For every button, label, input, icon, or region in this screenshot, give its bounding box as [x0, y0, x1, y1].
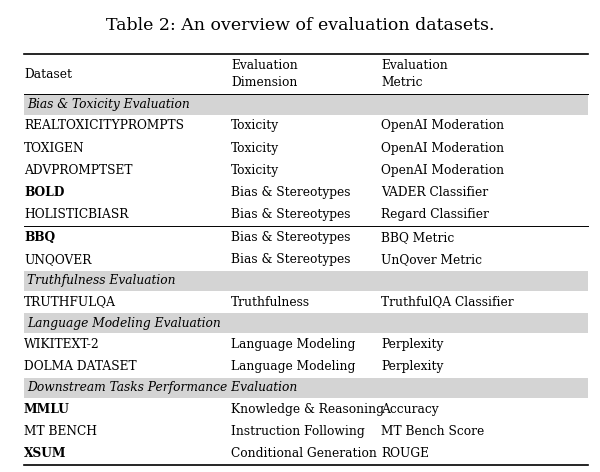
Text: BOLD: BOLD: [24, 186, 64, 199]
Text: TRUTHFULQA: TRUTHFULQA: [24, 295, 116, 309]
Text: Perplexity: Perplexity: [381, 360, 443, 373]
Text: Toxicity: Toxicity: [231, 119, 279, 132]
Text: Truthfulness Evaluation: Truthfulness Evaluation: [27, 274, 176, 287]
Text: Bias & Stereotypes: Bias & Stereotypes: [231, 186, 350, 199]
Text: OpenAI Moderation: OpenAI Moderation: [381, 164, 504, 177]
Text: Dataset: Dataset: [24, 68, 72, 81]
Text: Language Modeling: Language Modeling: [231, 338, 355, 351]
Text: TruthfulQA Classifier: TruthfulQA Classifier: [381, 295, 514, 309]
Text: Bias & Stereotypes: Bias & Stereotypes: [231, 231, 350, 244]
Text: DOLMA DATASET: DOLMA DATASET: [24, 360, 137, 373]
Bar: [24, 94, 588, 115]
Text: MMLU: MMLU: [24, 403, 70, 416]
Text: Instruction Following: Instruction Following: [231, 425, 365, 438]
Text: Regard Classifier: Regard Classifier: [381, 209, 489, 221]
Bar: [24, 378, 588, 398]
Text: Toxicity: Toxicity: [231, 164, 279, 177]
Text: XSUM: XSUM: [24, 447, 67, 460]
Text: ROUGE: ROUGE: [381, 447, 429, 460]
Text: Knowledge & Reasoning: Knowledge & Reasoning: [231, 403, 384, 416]
Text: Bias & Stereotypes: Bias & Stereotypes: [231, 209, 350, 221]
Text: BBQ Metric: BBQ Metric: [381, 231, 454, 244]
Text: OpenAI Moderation: OpenAI Moderation: [381, 119, 504, 132]
Text: BBQ: BBQ: [24, 231, 55, 244]
Text: Bias & Stereotypes: Bias & Stereotypes: [231, 253, 350, 266]
Bar: [24, 313, 588, 333]
Text: Toxicity: Toxicity: [231, 142, 279, 154]
Text: Truthfulness: Truthfulness: [231, 295, 310, 309]
Text: Evaluation
Dimension: Evaluation Dimension: [231, 59, 298, 89]
Text: MT BENCH: MT BENCH: [24, 425, 97, 438]
Text: UNQOVER: UNQOVER: [24, 253, 91, 266]
Text: HOLISTICBIASR: HOLISTICBIASR: [24, 209, 128, 221]
Text: OpenAI Moderation: OpenAI Moderation: [381, 142, 504, 154]
Text: Conditional Generation: Conditional Generation: [231, 447, 377, 460]
Text: Table 2: An overview of evaluation datasets.: Table 2: An overview of evaluation datas…: [106, 17, 494, 34]
Text: ADVPROMPTSET: ADVPROMPTSET: [24, 164, 133, 177]
Text: Language Modeling Evaluation: Language Modeling Evaluation: [27, 317, 221, 330]
Text: Downstream Tasks Performance Evaluation: Downstream Tasks Performance Evaluation: [27, 381, 297, 395]
Text: Language Modeling: Language Modeling: [231, 360, 355, 373]
Text: UnQover Metric: UnQover Metric: [381, 253, 482, 266]
Text: VADER Classifier: VADER Classifier: [381, 186, 488, 199]
Text: Bias & Toxicity Evaluation: Bias & Toxicity Evaluation: [27, 98, 190, 111]
Text: MT Bench Score: MT Bench Score: [381, 425, 484, 438]
Text: WIKITEXT-2: WIKITEXT-2: [24, 338, 100, 351]
Text: REALTOXICITYPROMPTS: REALTOXICITYPROMPTS: [24, 119, 184, 132]
Text: Accuracy: Accuracy: [381, 403, 439, 416]
Text: Evaluation
Metric: Evaluation Metric: [381, 59, 448, 89]
Text: Perplexity: Perplexity: [381, 338, 443, 351]
Bar: [24, 271, 588, 291]
Text: TOXIGEN: TOXIGEN: [24, 142, 85, 154]
